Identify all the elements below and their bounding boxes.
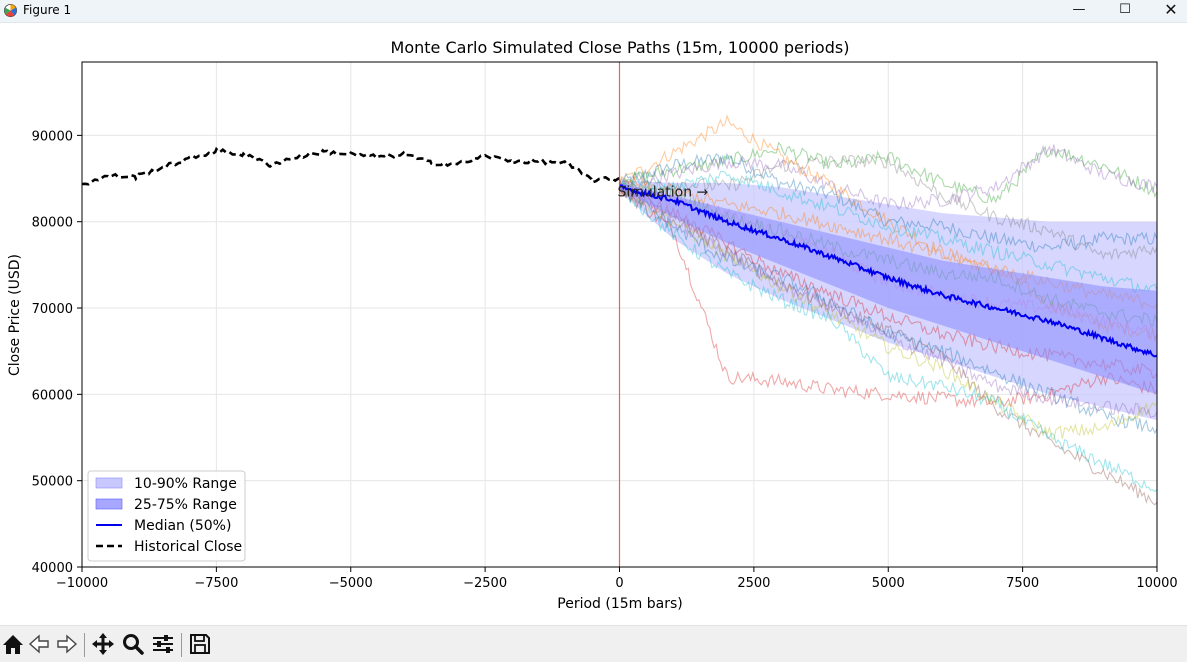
minimize-button[interactable]: — (1072, 2, 1086, 17)
home-icon (3, 635, 23, 654)
save-icon (190, 634, 210, 654)
y-tick-label: 90000 (32, 129, 73, 144)
navigation-toolbar (0, 625, 1187, 662)
legend: 10-90% Range 25-75% Range Median (50%) H… (87, 470, 246, 562)
simulation-annotation: Simulation → (618, 184, 709, 200)
close-button[interactable]: ✕ (1164, 0, 1178, 19)
y-axis-label: Close Price (USD) (7, 254, 23, 376)
band-25-75 (619, 182, 1157, 395)
x-tick-label: 5000 (872, 576, 905, 591)
x-tick-label: −7500 (194, 576, 238, 591)
x-tick-label: −10000 (56, 576, 108, 591)
historical-line-group (81, 146, 620, 186)
sample-path (619, 187, 1158, 506)
chart-title: Monte Carlo Simulated Close Paths (15m, … (391, 38, 850, 57)
sample-path (619, 153, 1158, 261)
save-button[interactable] (187, 630, 213, 658)
median-line-group (618, 184, 1158, 358)
legend-label-25-75: 25-75% Range (134, 497, 237, 513)
sample-path (619, 182, 1158, 493)
x-tick-label: 10000 (1136, 576, 1177, 591)
x-tick-label: 0 (615, 576, 623, 591)
legend-swatch-25-75 (95, 498, 123, 510)
sample-path (618, 141, 1158, 204)
historical-close-line (81, 146, 620, 186)
sample-path (618, 144, 1158, 211)
legend-label-10-90: 10-90% Range (134, 476, 237, 492)
sample-path (618, 185, 1158, 419)
matplotlib-logo-icon (4, 4, 17, 17)
x-tick-label: −2500 (463, 576, 507, 591)
window-title: Figure 1 (23, 3, 72, 17)
zoom-icon (123, 634, 144, 655)
y-tick-label: 70000 (32, 302, 73, 317)
toolbar-separator (181, 633, 182, 657)
back-button[interactable] (26, 630, 52, 658)
x-tick-label: −5000 (329, 576, 373, 591)
home-button[interactable] (0, 630, 26, 658)
configure-icon (153, 635, 173, 653)
zoom-button[interactable] (120, 630, 146, 658)
pan-button[interactable] (90, 630, 116, 658)
y-tick-label: 50000 (32, 475, 73, 490)
sample-path (619, 184, 1158, 409)
x-tick-label: 2500 (737, 576, 770, 591)
y-tick-label: 60000 (32, 388, 73, 403)
legend-box (87, 470, 246, 562)
y-tick-label: 80000 (32, 216, 73, 231)
y-ticks: 40000 50000 60000 70000 80000 90000 (32, 129, 82, 576)
sample-path (618, 186, 1158, 441)
back-icon (28, 634, 49, 654)
forward-button[interactable] (54, 630, 80, 658)
toolbar-separator (84, 633, 85, 657)
y-tick-label: 40000 (32, 561, 73, 576)
pan-icon (92, 633, 114, 655)
sample-path (618, 183, 1158, 435)
maximize-button[interactable]: ☐ (1119, 2, 1131, 17)
monte-carlo-chart: Monte Carlo Simulated Close Paths (15m, … (7, 38, 1178, 612)
legend-swatch-10-90 (95, 477, 123, 489)
x-tick-label: 7500 (1006, 576, 1039, 591)
configure-subplots-button[interactable] (150, 630, 176, 658)
band-25-75-area (619, 182, 1157, 395)
figure-canvas[interactable]: Monte Carlo Simulated Close Paths (15m, … (0, 23, 1187, 625)
legend-label-median: Median (50%) (134, 518, 231, 534)
x-ticks: −10000 −7500 −5000 −2500 0 2500 5000 7500 10000 (56, 567, 1178, 591)
sample-path (619, 170, 1158, 294)
legend-label-historical: Historical Close (134, 539, 242, 555)
forward-icon (57, 634, 78, 654)
x-axis-label: Period (15m bars) (557, 596, 682, 612)
median-line (618, 184, 1158, 358)
sample-path (619, 152, 1158, 253)
window-titlebar: Figure 1 — ☐ ✕ (0, 0, 1187, 23)
